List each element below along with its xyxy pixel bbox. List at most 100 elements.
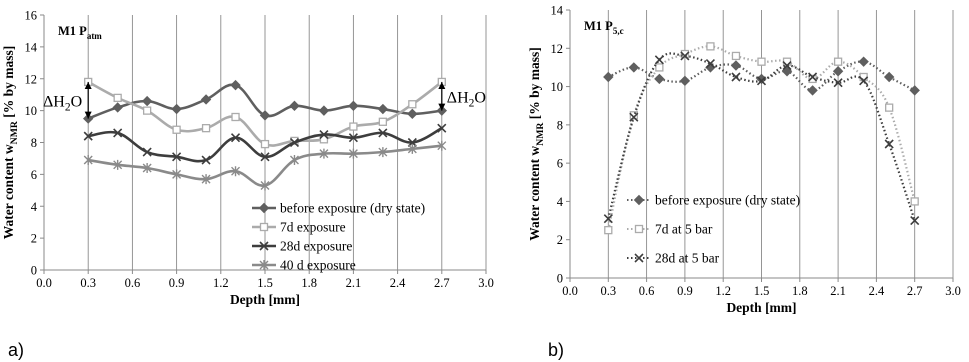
marker-x (654, 55, 664, 65)
annotation-label-sub: 2 (65, 101, 71, 113)
annotation-label-main: ΔH (447, 89, 469, 106)
x-tick-label: 2.1 (346, 276, 362, 290)
legend-item: 7d exposure (252, 220, 346, 235)
y-tick-label: 2 (557, 233, 563, 247)
marker-diamond (858, 56, 869, 67)
annotation-label: ΔH2O (447, 89, 486, 109)
marker-x (319, 129, 329, 140)
legend-label: 28d at 5 bar (655, 251, 720, 266)
x-tick-label: 3.0 (478, 276, 494, 290)
marker-x (782, 60, 792, 71)
marker-square (259, 222, 269, 232)
marker-x (705, 59, 715, 69)
marker-diamond (259, 110, 271, 121)
marker-star (83, 155, 93, 166)
marker-square (910, 197, 919, 206)
marker-square (655, 63, 664, 72)
marker-square (604, 225, 613, 235)
y-tick-label: 10 (551, 80, 564, 94)
marker-square (113, 93, 122, 103)
legend-item: before exposure (dry state) (252, 201, 425, 216)
legend-label: before exposure (dry state) (280, 201, 425, 216)
marker-x (910, 216, 920, 226)
marker-diamond (112, 102, 123, 113)
marker-square (731, 51, 741, 61)
y-axis-title-main: Water content w (1, 144, 16, 239)
panel-label: b) (548, 340, 564, 360)
marker-x (201, 155, 211, 165)
marker-star (113, 159, 123, 170)
marker-diamond (407, 108, 418, 120)
legend-item: 28d at 5 bar (627, 251, 720, 266)
annotation-label-tail: O (474, 89, 486, 106)
marker-x (603, 214, 613, 224)
marker-square (378, 117, 388, 126)
x-tick-label: 2.1 (830, 284, 846, 298)
marker-star (231, 166, 241, 177)
marker-square (885, 103, 894, 112)
marker-diamond (171, 103, 182, 115)
marker-x (407, 137, 417, 148)
marker-diamond (258, 202, 270, 214)
marker-x (833, 78, 843, 88)
x-tick-label: 2.7 (434, 276, 450, 290)
marker-star (142, 163, 152, 173)
y-tick-label: 8 (557, 118, 563, 132)
marker-square (349, 122, 358, 131)
annotation-arrowhead-top (438, 81, 446, 89)
marker-diamond (781, 66, 793, 77)
marker-x (634, 253, 644, 263)
marker-x (348, 133, 358, 143)
x-tick-label: 0.3 (600, 284, 616, 298)
marker-diamond (377, 103, 389, 115)
marker-x (756, 76, 767, 86)
marker-diamond (200, 94, 212, 105)
series-2 (604, 42, 919, 235)
x-tick-label: 1.8 (792, 284, 808, 298)
x-tick-label: 1.5 (257, 276, 273, 290)
y-axis-title-sub: NMR (9, 120, 20, 144)
marker-x (113, 128, 123, 138)
x-tick-label: 0.9 (677, 284, 693, 298)
legend-item: 40 d exposure (252, 258, 356, 273)
x-tick-label: 0.6 (125, 276, 141, 290)
series-3 (603, 51, 920, 226)
annotation-label-tail: O (71, 93, 83, 110)
marker-diamond (730, 60, 742, 71)
x-tick-label: 0.0 (36, 276, 52, 290)
x-tick-label: 0.9 (169, 276, 185, 290)
y-tick-label: 12 (551, 42, 564, 56)
marker-square (757, 57, 766, 66)
marker-diamond (909, 85, 920, 96)
y-axis-title-tail: [% by mass] (527, 47, 542, 122)
marker-diamond (318, 105, 330, 116)
y-tick-label: 4 (31, 200, 38, 214)
x-tick-label: 2.7 (907, 284, 923, 298)
y-tick-label: 4 (557, 195, 564, 209)
x-tick-label: 1.5 (754, 284, 770, 298)
y-axis-title-main: Water content w (527, 146, 542, 241)
legend-item: 7d at 5 bar (627, 222, 713, 237)
marker-star (201, 174, 211, 185)
marker-diamond (628, 62, 640, 73)
y-axis-title-sub: NMR (535, 122, 546, 146)
marker-diamond (141, 95, 153, 107)
marker-square (142, 106, 152, 115)
marker-x (172, 152, 182, 162)
panel-title-sub: 5,c (613, 26, 624, 36)
marker-x (83, 131, 93, 141)
annotation: ΔH2O (438, 81, 486, 111)
marker-x (378, 128, 388, 138)
x-tick-label: 0.6 (639, 284, 655, 298)
series-4 (83, 140, 447, 191)
x-tick-label: 2.4 (869, 284, 885, 298)
x-axis-title: Depth [mm] (230, 292, 300, 307)
marker-star (378, 147, 388, 158)
marker-x (808, 72, 818, 82)
y-axis-title-tail: [% by mass] (1, 46, 16, 121)
legend: before exposure (dry state) 7d exposure 28… (252, 201, 425, 273)
y-tick-label: 2 (31, 232, 37, 246)
x-tick-label: 2.4 (390, 276, 406, 290)
marker-star (260, 180, 270, 191)
